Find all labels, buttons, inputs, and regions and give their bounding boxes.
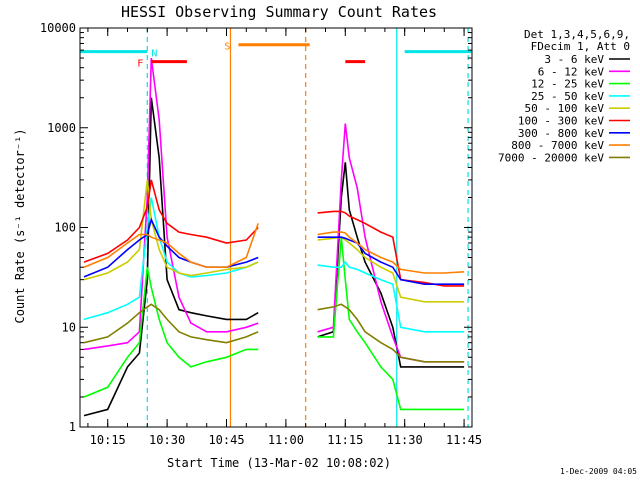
x-tick-label-6: 11:30 [387, 433, 423, 447]
series-1-line-2 [317, 162, 465, 368]
series-7-line-2 [317, 236, 465, 286]
flag-label-S: S [224, 42, 230, 53]
y-tick-label-3: 100 [54, 221, 76, 235]
y-tick-label-4: 1000 [47, 121, 76, 135]
legend-label-3: 12 - 25 keV [531, 78, 604, 91]
x-tick-label-1: 10:15 [90, 433, 126, 447]
legend-label-7: 300 - 800 keV [518, 127, 604, 140]
legend-label-9: 7000 - 20000 keV [498, 151, 604, 164]
series-1-line-1 [83, 97, 259, 417]
legend-label-2: 6 - 12 keV [538, 65, 605, 78]
series-6 [83, 179, 465, 287]
legend-header-1: Det 1,3,4,5,6,9, [524, 28, 630, 41]
x-tick-label-3: 10:45 [208, 433, 244, 447]
series-3-line-1 [83, 267, 259, 398]
legend-header-2: FDecim 1, Att 0 [531, 40, 630, 53]
series-9-line-2 [317, 303, 465, 363]
series-4-line-2 [317, 260, 465, 333]
y-tick-label-1: 1 [69, 420, 76, 434]
legend-label-8: 800 - 7000 keV [511, 139, 604, 152]
series-9 [83, 303, 465, 363]
chart-title: HESSI Observing Summary Count Rates [121, 3, 437, 21]
legend-label-5: 50 - 100 keV [525, 102, 605, 115]
x-axis: 10:15 10:30 10:45 11:00 11:15 11:30 11:45 [87, 28, 482, 447]
x-tick-label-2: 10:30 [149, 433, 185, 447]
y-tick-label-2: 10 [62, 320, 76, 334]
series-8-line-2 [317, 231, 465, 274]
series-5-line-1 [83, 179, 259, 281]
flag-label-F: F [137, 59, 143, 70]
x-tick-label-5: 11:15 [327, 433, 363, 447]
series-1 [83, 97, 465, 417]
plot-area [80, 28, 472, 427]
series-4-line-1 [83, 197, 259, 321]
series-8 [83, 223, 465, 274]
x-axis-label: Start Time (13-Mar-02 10:08:02) [167, 456, 391, 470]
legend-label-6: 100 - 300 keV [518, 115, 604, 128]
y-tick-label-5: 10000 [40, 21, 76, 35]
x-tick-label-4: 11:00 [268, 433, 304, 447]
y-axis-label: Count Rate (s⁻¹ detector⁻¹) [13, 128, 27, 323]
legend-label-1: 3 - 6 keV [544, 53, 604, 66]
series-8-line-1 [83, 223, 259, 269]
series-9-line-1 [83, 303, 259, 344]
legend-label-4: 25 - 50 keV [531, 90, 604, 103]
x-tick-label-7: 11:45 [446, 433, 482, 447]
legend: Det 1,3,4,5,6,9,FDecim 1, Att 03 - 6 keV… [498, 28, 630, 164]
series-4 [83, 197, 465, 333]
series-2-line-1 [83, 57, 259, 351]
flag-label-N: N [151, 49, 157, 60]
series-6-line-1 [83, 179, 259, 263]
y-axis: 1 10 100 1000 10000 [40, 21, 472, 434]
render-timestamp: 1-Dec-2009 04:05 [560, 467, 637, 476]
series-6-line-2 [317, 210, 465, 287]
